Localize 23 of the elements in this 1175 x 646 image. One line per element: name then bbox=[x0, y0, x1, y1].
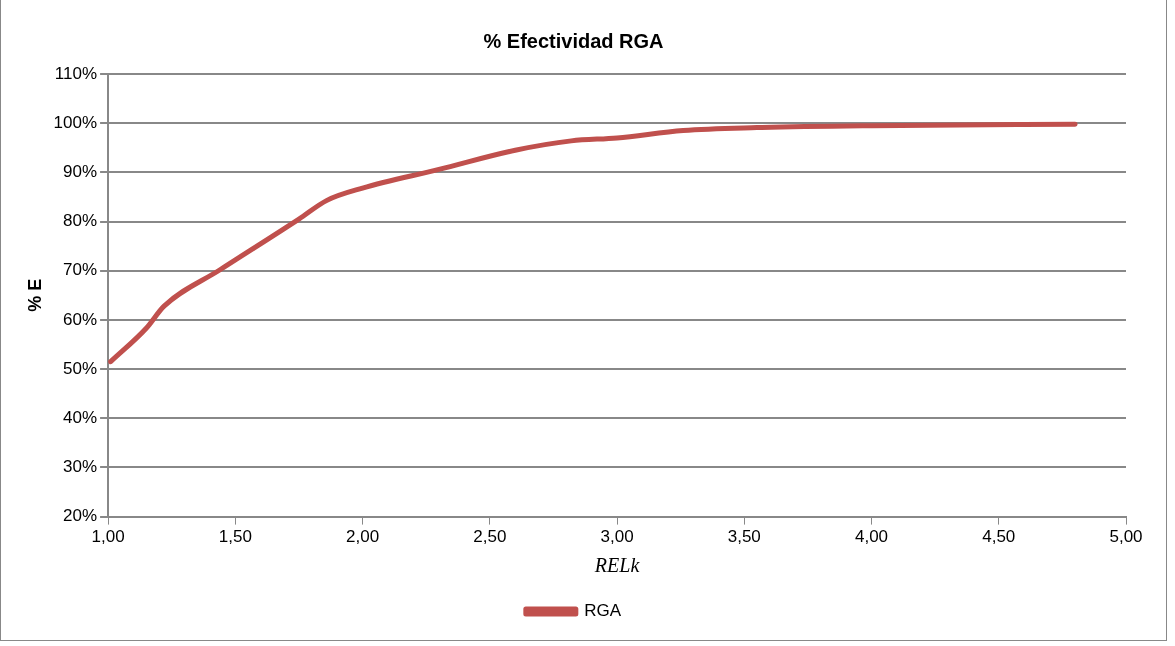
y-tick-label: 40% bbox=[63, 407, 98, 427]
x-tick-label: 4,50 bbox=[982, 527, 1016, 547]
y-tick-label: 60% bbox=[63, 309, 98, 329]
y-tick-label: 80% bbox=[63, 211, 98, 231]
y-tick-label: 50% bbox=[63, 358, 98, 378]
x-tick-label: 5,00 bbox=[1109, 527, 1143, 547]
legend-label: RGA bbox=[584, 601, 622, 621]
x-tick-label: 4,00 bbox=[854, 527, 889, 547]
x-tick-label: 3,00 bbox=[600, 527, 634, 547]
x-tick-label: 3,50 bbox=[727, 527, 761, 547]
chart-title: % Efectividad RGA bbox=[483, 29, 664, 52]
y-tick-label: 110% bbox=[54, 63, 98, 83]
x-tick-label: 2,00 bbox=[346, 527, 380, 547]
y-tick-label: 100% bbox=[53, 112, 98, 132]
x-tick-label: 1,50 bbox=[218, 527, 252, 547]
y-tick-label: 70% bbox=[63, 260, 98, 280]
y-tick-label: 20% bbox=[63, 506, 98, 526]
y-axis-title: % E bbox=[24, 278, 45, 312]
y-tick-label: 30% bbox=[63, 457, 98, 477]
x-tick-label: 2,50 bbox=[473, 527, 507, 547]
y-tick-label: 90% bbox=[63, 162, 98, 182]
x-axis-title: RELk bbox=[593, 554, 641, 577]
x-tick-label: 1,00 bbox=[91, 527, 125, 547]
